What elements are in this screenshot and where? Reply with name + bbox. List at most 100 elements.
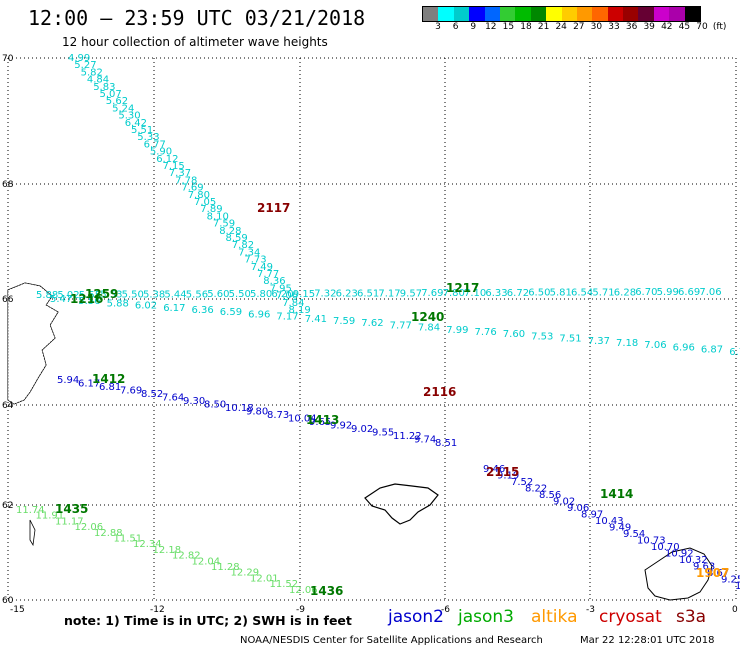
wave-height-value: 7.17 (276, 312, 298, 323)
wave-height-value: 8.56 (539, 490, 561, 501)
wave-height-value: 6.72 (507, 288, 529, 299)
color-swatch (623, 7, 639, 21)
wave-height-value: 7.84 (418, 323, 440, 334)
coastlines (7, 282, 713, 601)
color-scale-label: 45 (678, 22, 691, 32)
y-tick-label: 68 (2, 180, 14, 190)
wave-height-value: 10.43 (595, 516, 624, 527)
color-swatch (669, 7, 685, 21)
wave-height-value: 8.59 (226, 233, 248, 244)
wave-height-value: 7.51 (559, 334, 581, 345)
wave-height-value: 5.62 (106, 96, 128, 107)
pass-time-label: 1436 (310, 584, 343, 598)
wave-height-value: 6.28 (614, 287, 636, 298)
x-tick-label: -12 (150, 605, 165, 615)
color-scale-labels: 3 6 9 12 15 18 21 24 27 30 33 36 39 42 45 70 (ft) (422, 22, 740, 34)
axis-ticks: -15 -12 -9 -6 -3 0 70 68 66 64 62 60 (2, 54, 738, 615)
wave-height-value: 12.82 (172, 551, 201, 562)
wave-height-value: 7.59 (213, 219, 235, 230)
color-swatch (653, 7, 670, 21)
wave-height-value: 10.04 (288, 414, 317, 425)
color-scale-label: 36 (625, 22, 638, 32)
wave-height-value: 9.65 (309, 417, 331, 428)
wave-height-value: 6.96 (673, 342, 695, 353)
satellite-legend-item: jason3 (458, 607, 514, 627)
color-swatch (438, 7, 454, 21)
track-c: 5.47 5.56 5.88 6.02 6.17 6.36 6.59 6.96 7.17 7.41… (50, 294, 740, 358)
color-swatch (530, 7, 547, 21)
color-swatch (684, 7, 701, 21)
wave-height-value: 7.59 (333, 316, 355, 327)
wave-height-value: 6.02 (135, 301, 157, 312)
wave-height-value: 9.92 (330, 421, 352, 432)
wave-height-value: 8.36 (263, 276, 285, 287)
footnote: note: 1) Time is in UTC; 2) SWH is in fe… (64, 613, 352, 628)
wave-height-value: 7.05 (194, 197, 216, 208)
wave-height-value: 7.41 (305, 314, 327, 325)
wave-height-value: 5.82 (81, 67, 103, 78)
wave-height-value: 5.88 (36, 290, 58, 301)
y-tick-label: 70 (2, 54, 14, 64)
wave-height-value: 5.55 (79, 290, 101, 301)
wave-height-value: 7.89 (200, 204, 222, 215)
color-scale-label: 39 (643, 22, 655, 32)
pass-time-label: 2115 (486, 465, 519, 479)
wave-height-value: 12.88 (94, 528, 123, 539)
wave-height-value: 7.32 (314, 289, 336, 300)
wave-height-value: 12.06 (289, 585, 318, 596)
wave-height-value: 9.74 (414, 435, 436, 446)
wave-height-value: 5.07 (100, 89, 122, 100)
wave-height-value: 9.30 (183, 396, 205, 407)
pass-time-label: 1259 (85, 287, 118, 301)
wave-height-value: 7.80 (188, 190, 210, 201)
wave-height-value: 9.63 (693, 562, 715, 573)
wave-height-value: 5.50 (122, 290, 144, 301)
pass-time-label: 2116 (423, 385, 456, 399)
wave-height-value: 5.81 (550, 288, 572, 299)
wave-height-value: 12.34 (133, 539, 162, 550)
wave-height-value: 9.02 (553, 497, 575, 508)
color-scale-label: 15 (502, 22, 515, 32)
wave-height-value: 10.92 (665, 549, 694, 560)
wave-height-value: 7.53 (531, 331, 553, 342)
wave-height-value: 7.52 (511, 477, 533, 488)
wave-height-value: 5.60 (207, 289, 229, 300)
wave-height-value: 11.52 (270, 579, 299, 590)
wave-height-value: 5.27 (74, 60, 96, 71)
y-tick-label: 62 (2, 501, 13, 511)
wave-height-value: 5.56 (78, 296, 100, 307)
color-scale-label: 27 (573, 22, 585, 32)
color-swatch (561, 7, 577, 21)
wave-height-value: 5.56 (186, 289, 208, 300)
wave-height-value: 7.69 (120, 386, 142, 397)
wave-height-value: 11.74 (16, 505, 45, 516)
wave-height-value: 6.70 (635, 287, 657, 298)
track-e: 9.469.197.528.228.569.029.068.9710.439.4… (483, 464, 740, 592)
wave-height-value: 8.97 (581, 510, 603, 521)
wave-height-value: 6.69 (678, 287, 700, 298)
wave-height-value: 7.18 (616, 338, 638, 349)
pass-time-label: 1414 (600, 487, 633, 501)
pass-time-label: 2117 (257, 201, 290, 215)
pass-time-label: 1435 (55, 502, 88, 516)
coast-fragment (29, 519, 36, 547)
wave-height-value: 6.42 (125, 118, 147, 129)
wave-height-value: 11.51 (114, 534, 143, 545)
wave-height-value: 5.02 (57, 290, 79, 301)
color-scale-label: 6 (452, 22, 459, 32)
wave-height-value: 6.36 (192, 305, 214, 316)
x-tick-label: 0 (732, 605, 738, 615)
color-scale-label: 42 (661, 22, 673, 32)
pass-time-label: 1217 (446, 281, 479, 295)
map-title: 12:00 – 23:59 UTC 03/21/2018 (28, 6, 366, 30)
color-scale-label: 3 (435, 22, 441, 32)
iceland-coast (364, 483, 439, 525)
wave-height-value: 8.22 (525, 484, 547, 495)
color-scale-label: 21 (537, 22, 550, 32)
x-tick-label: -6 (441, 605, 450, 615)
map-grid (7, 57, 737, 601)
wave-height-value: 7.37 (588, 336, 610, 347)
wave-height-value: 5.47 (50, 294, 72, 305)
color-swatch (484, 7, 500, 21)
